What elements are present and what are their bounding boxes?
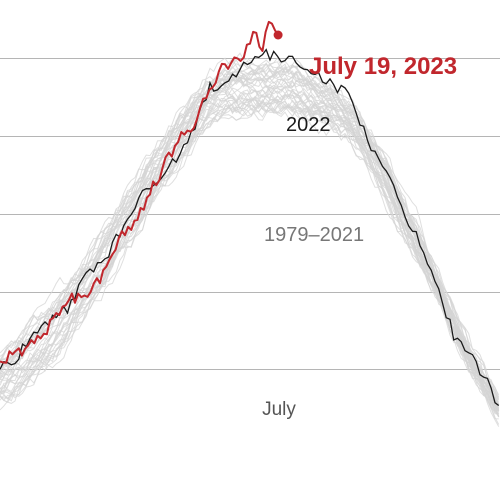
historical-line-21 [0,102,500,427]
annotation-2023: July 19, 2023 [309,53,457,80]
historical-line-38 [0,91,500,417]
gridlines [0,58,500,370]
historical-line-34 [0,76,500,407]
x-tick-label-july: July [262,399,296,420]
series-line-2023 [0,20,279,364]
series-line-2022 [0,48,500,407]
historical-lines [0,52,500,427]
historical-line-22 [0,63,499,403]
historical-line-33 [0,101,500,416]
historical-line-14 [0,58,499,408]
historical-line-39 [0,79,500,417]
endpoint-dot-2023 [273,30,283,40]
historical-line-17 [0,69,500,398]
historical-line-4 [0,62,500,399]
historical-line-26 [0,86,500,401]
historical-line-18 [0,97,499,415]
annotation-historical: 1979–2021 [264,224,364,246]
highlight-series [0,20,500,407]
annotation-2022: 2022 [286,114,331,136]
historical-line-24 [0,58,500,396]
historical-line-28 [0,76,500,400]
historical-line-7 [0,97,500,418]
